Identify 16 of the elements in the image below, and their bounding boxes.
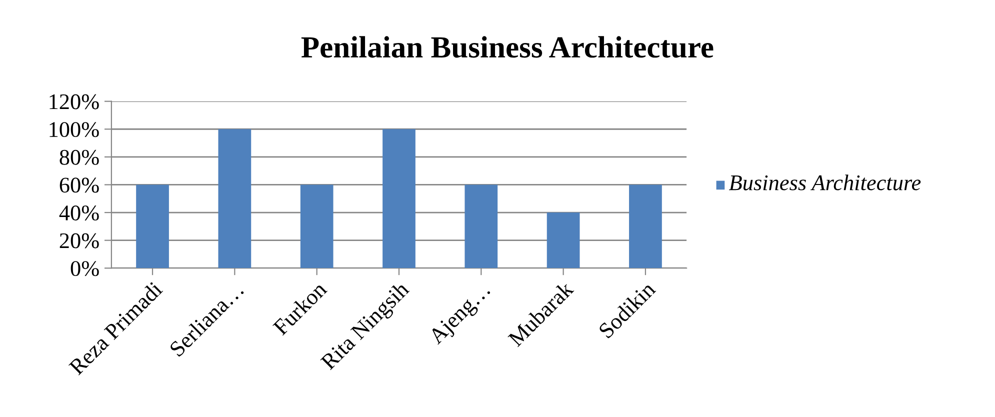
bar [382, 129, 416, 268]
bar [464, 184, 498, 268]
y-tick-label: 20% [60, 233, 99, 248]
bar [546, 212, 580, 268]
bar [629, 184, 662, 268]
chart-title: Penilaian Business Architecture [301, 36, 714, 58]
y-tick-label: 80% [60, 150, 99, 165]
y-tick-label: 0% [70, 261, 99, 276]
y-tick-label: 120% [50, 94, 99, 110]
y-tick-label: 60% [60, 178, 99, 193]
bar [136, 184, 169, 268]
legend-label: Business Architecture [729, 174, 921, 190]
y-tick-label: 100% [50, 122, 99, 138]
y-tick-label: 40% [59, 205, 99, 221]
bar [218, 129, 252, 268]
bar [300, 184, 334, 268]
